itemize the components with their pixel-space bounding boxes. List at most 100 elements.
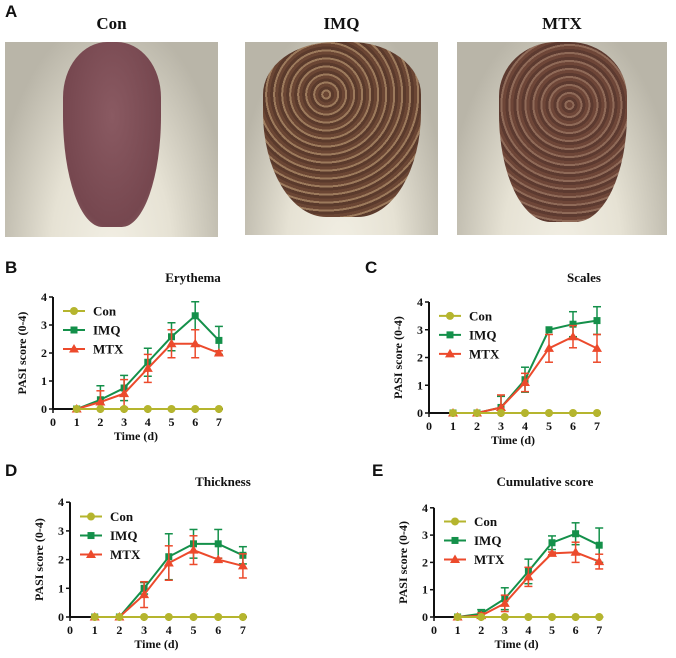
data-point — [572, 530, 580, 538]
x-tick-label: 1 — [450, 419, 456, 433]
y-tick-label: 1 — [58, 581, 64, 595]
legend-marker — [451, 517, 459, 526]
legend-label: MTX — [474, 552, 505, 567]
data-point — [523, 571, 534, 581]
legend-item-imq: IMQ — [444, 533, 501, 548]
data-point — [140, 613, 149, 621]
x-tick-label: 1 — [92, 623, 98, 637]
series-mtx — [89, 535, 248, 621]
legend-item-con: Con — [444, 514, 498, 529]
x-tick-label: 2 — [116, 623, 122, 637]
y-tick-label: 4 — [417, 295, 423, 309]
chart-title: Cumulative score — [497, 474, 594, 489]
y-tick-label: 1 — [422, 583, 428, 597]
data-point — [496, 402, 506, 411]
photo-mtx-mouse-back — [457, 42, 667, 235]
chart-title: Thickness — [195, 474, 251, 489]
x-tick-label: 6 — [570, 419, 576, 433]
data-point — [548, 613, 556, 621]
y-tick-label: 1 — [417, 378, 423, 392]
y-axis-label: PASI score (0-4) — [32, 518, 46, 601]
photo-title-imq: IMQ — [323, 14, 360, 33]
legend-marker — [70, 326, 78, 334]
data-point — [497, 409, 505, 417]
x-tick-label: 6 — [215, 623, 221, 637]
legend-marker — [445, 348, 455, 358]
data-point — [213, 554, 224, 564]
legend-item-imq: IMQ — [80, 528, 137, 543]
chart-panel-c: C Scales 0 1 2 3 4 0 1 2 3 4 5 6 7 Time (d) PASI score (… — [365, 258, 602, 447]
data-point — [190, 338, 201, 348]
data-point — [214, 540, 222, 548]
data-point — [191, 405, 200, 413]
y-tick-label: 2 — [41, 346, 47, 360]
series-con — [449, 409, 601, 417]
data-point — [568, 331, 578, 341]
data-point — [524, 613, 533, 621]
x-tick-label: 3 — [502, 623, 508, 637]
x-tick-label: 0 — [50, 415, 56, 429]
legend-marker — [87, 532, 95, 540]
y-tick-label: 0 — [41, 402, 47, 416]
x-tick-label: 2 — [97, 415, 103, 429]
legend-item-mtx: MTX — [63, 342, 124, 357]
legend-item-mtx: MTX — [80, 547, 141, 562]
data-point — [189, 613, 198, 621]
x-tick-label: 7 — [594, 419, 600, 433]
data-point — [477, 613, 486, 621]
x-axis-label: Time (d) — [134, 637, 178, 651]
x-tick-label: 3 — [498, 419, 504, 433]
data-point — [594, 556, 605, 566]
data-point — [544, 343, 554, 352]
data-point — [143, 405, 152, 413]
photo-title-con: Con — [96, 14, 127, 33]
x-tick-label: 1 — [74, 415, 80, 429]
data-point — [164, 613, 173, 621]
y-tick-label: 0 — [58, 610, 64, 624]
y-tick-label: 3 — [422, 528, 428, 542]
y-tick-label: 4 — [422, 501, 428, 515]
data-point — [237, 560, 248, 570]
x-tick-label: 7 — [240, 623, 246, 637]
legend-item-mtx: MTX — [439, 346, 500, 361]
chart-panel-d: D Thickness 0 1 2 3 4 0 1 2 3 4 5 6 7 Time (d) PASI scor… — [5, 461, 251, 651]
x-axis-label: Time (d) — [491, 433, 535, 447]
y-axis-label: PASI score (0-4) — [391, 316, 405, 399]
legend-item-imq: IMQ — [63, 323, 120, 338]
x-tick-label: 3 — [121, 415, 127, 429]
data-point — [595, 613, 604, 621]
x-axis-label: Time (d) — [114, 429, 158, 443]
photo-title-mtx: MTX — [542, 14, 582, 33]
chart-title: Erythema — [165, 270, 221, 285]
x-tick-label: 4 — [522, 419, 528, 433]
y-tick-label: 3 — [417, 323, 423, 337]
panel-label-a: A — [5, 2, 18, 21]
x-tick-label: 6 — [192, 415, 198, 429]
y-tick-label: 4 — [41, 290, 47, 304]
x-tick-label: 7 — [216, 415, 222, 429]
data-point — [191, 312, 199, 320]
chart-title: Scales — [567, 270, 601, 285]
legend-label: Con — [110, 509, 134, 524]
data-point — [449, 409, 457, 417]
data-point — [545, 409, 553, 417]
legend-label: IMQ — [93, 323, 120, 338]
x-tick-label: 2 — [478, 623, 484, 637]
legend-item-imq: IMQ — [439, 327, 496, 342]
y-tick-label: 2 — [58, 553, 64, 567]
x-tick-label: 7 — [596, 623, 602, 637]
panel-label: E — [372, 461, 383, 480]
data-point — [120, 405, 129, 413]
data-point — [139, 589, 150, 599]
data-point — [214, 613, 223, 621]
legend-label: MTX — [93, 342, 124, 357]
y-tick-label: 2 — [422, 555, 428, 569]
y-axis-label: PASI score (0-4) — [396, 521, 410, 604]
x-tick-label: 5 — [546, 419, 552, 433]
x-tick-label: 0 — [426, 419, 432, 433]
x-tick-label: 4 — [145, 415, 151, 429]
legend-item-con: Con — [80, 509, 134, 524]
data-point — [119, 388, 130, 398]
legend-label: IMQ — [469, 327, 496, 342]
